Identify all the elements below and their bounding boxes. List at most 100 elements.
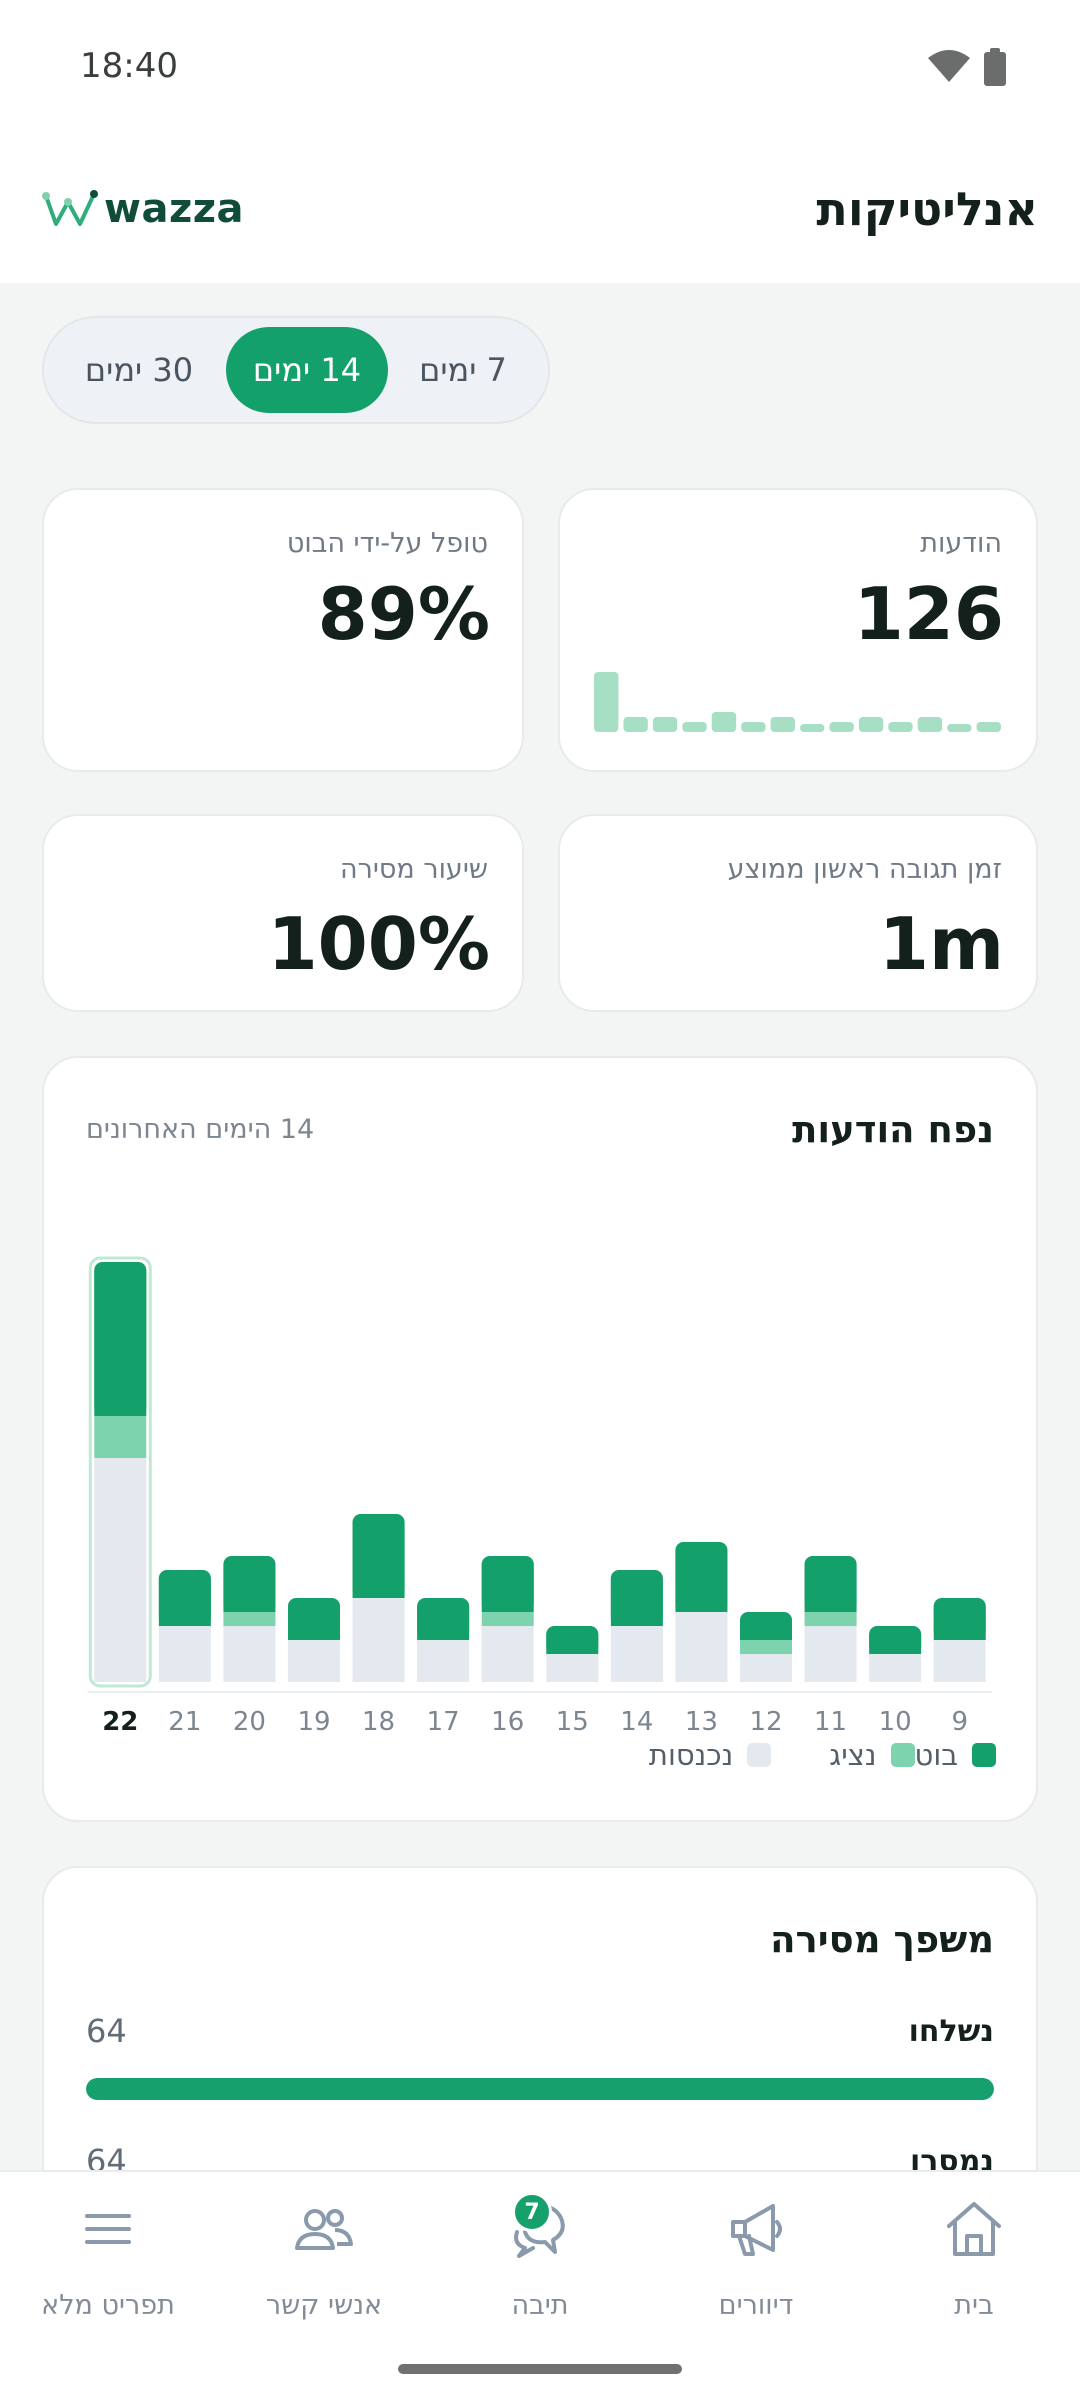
bar-segment-fill (933, 1606, 986, 1640)
sparkline-bar (770, 717, 795, 732)
x-tick-label: 16 (491, 1707, 524, 1737)
bar-segment[interactable] (546, 1654, 599, 1682)
stat-label-first-response: זמן תגובה ראשון ממוצע (727, 854, 1002, 885)
bar-segment[interactable] (288, 1640, 340, 1682)
bar-segment[interactable] (804, 1612, 857, 1626)
sparkline-bar (682, 722, 707, 732)
logo-text: wazza (104, 186, 244, 232)
status-time: 18:40 (80, 46, 178, 86)
bar-segment[interactable] (610, 1626, 663, 1682)
legend-item-incoming: נכנסות (649, 1738, 772, 1772)
bar-segment[interactable] (94, 1458, 147, 1682)
sparkline-bar (800, 724, 825, 732)
x-tick-label: 15 (556, 1707, 589, 1737)
bar-segment[interactable] (933, 1640, 986, 1682)
bar-segment[interactable] (804, 1626, 857, 1682)
stat-card-first-response[interactable]: זמן תגובה ראשון ממוצע 1m (558, 814, 1038, 1012)
sparkline-bar (888, 722, 913, 732)
nav-broadcasts[interactable]: דיוורים (656, 2198, 856, 2321)
stat-label-bot-handled: טופל על-ידי הבוט (286, 528, 488, 559)
stat-label-delivery-rate: שיעור מסירה (339, 854, 488, 885)
legend-swatch-agent (890, 1743, 915, 1767)
x-tick-label: 22 (102, 1707, 138, 1737)
nav-inbox[interactable]: 7 תיבה (440, 2192, 640, 2321)
nav-contacts-label: אנשי קשר (265, 2290, 383, 2321)
nav-home-label: בית (954, 2290, 994, 2321)
bar-segment[interactable] (223, 1626, 276, 1682)
stat-value-first-response: 1m (878, 902, 1004, 986)
sparkline-bar (741, 722, 766, 732)
x-tick-label: 11 (814, 1707, 847, 1737)
bar-segment[interactable] (158, 1626, 211, 1682)
bottom-nav: בית דיוורים 7 תיבה אנשי קשר תפריט מלא (0, 2170, 1080, 2400)
home-icon (947, 2202, 1001, 2256)
stat-card-bot-handled[interactable]: טופל על-ידי הבוט 89% (42, 488, 524, 772)
bar-segment[interactable] (481, 1626, 534, 1682)
sparkline-bar (858, 717, 884, 732)
chart-subtitle: 14 הימים האחרונים (86, 1114, 315, 1145)
app-bar: wazza אנליטיקות (0, 140, 1080, 283)
tab-30-days[interactable]: 30 ימים (84, 351, 194, 389)
inbox-unread-badge: 7 (512, 2192, 552, 2232)
home-indicator (398, 2364, 682, 2374)
x-tick-label: 21 (168, 1707, 201, 1737)
stat-value-delivery-rate: 100% (267, 902, 490, 986)
sparkline-bar (829, 722, 854, 732)
x-tick-label: 13 (685, 1707, 718, 1737)
x-tick-label: 14 (620, 1707, 653, 1737)
bar-segment[interactable] (869, 1654, 922, 1682)
funnel-label-sent: נשלחו (908, 2014, 994, 2049)
nav-broadcasts-label: דיוורים (718, 2290, 794, 2321)
legend-label-bot: בוט (914, 1738, 958, 1772)
message-volume-chart: 22 21 20 19 18 17 16 15 14 13 12 11 10 9 (88, 1256, 992, 1737)
bar-segment-fill (417, 1606, 470, 1640)
bar-segment[interactable] (223, 1612, 276, 1626)
stat-card-messages[interactable]: הודעות 126 (558, 488, 1038, 772)
x-tick-label: 20 (233, 1707, 266, 1737)
bar-segment[interactable] (675, 1612, 728, 1682)
logo-mark-icon (42, 190, 98, 226)
people-icon (295, 2209, 353, 2250)
chart-title: נפח הודעות (792, 1108, 994, 1151)
x-tick-label: 19 (297, 1707, 330, 1737)
funnel-bar-sent (86, 2078, 994, 2100)
nav-contacts[interactable]: אנשי קשר (224, 2198, 424, 2321)
nav-home[interactable]: בית (874, 2198, 1074, 2321)
tab-14-days[interactable]: 14 ימים (226, 327, 388, 413)
bar-segment-fill (610, 1578, 663, 1626)
megaphone-icon (731, 2204, 782, 2256)
battery-icon (984, 48, 1006, 86)
legend-swatch-incoming (747, 1743, 772, 1767)
x-tick-label: 17 (427, 1707, 460, 1737)
bar-segment[interactable] (481, 1612, 534, 1626)
nav-menu[interactable]: תפריט מלא (8, 2198, 208, 2321)
sparkline-bar (594, 672, 619, 732)
messages-sparkline (594, 672, 1001, 732)
page-title: אנליטיקות (816, 182, 1038, 236)
chart-legend: בוט נציג נכנסות (591, 1738, 996, 1772)
x-tick-label: 10 (879, 1707, 912, 1737)
bar-segment[interactable] (417, 1640, 470, 1682)
sparkline-bar (947, 724, 972, 732)
hamburger-icon (85, 2214, 131, 2244)
tab-7-days[interactable]: 7 ימים (419, 351, 507, 389)
legend-label-agent: נציג (829, 1738, 877, 1772)
x-tick-label: 9 (951, 1707, 968, 1737)
bar-segment[interactable] (740, 1640, 792, 1654)
funnel-bar-sent-fill (86, 2078, 994, 2100)
x-tick-label: 12 (749, 1707, 782, 1737)
stat-card-delivery-rate[interactable]: שיעור מסירה 100% (42, 814, 524, 1012)
bar-segment-fill (223, 1564, 276, 1612)
bar-segment[interactable] (740, 1654, 792, 1682)
bar-segment-fill (481, 1564, 534, 1612)
status-bar: 18:40 (0, 0, 1080, 140)
bar-segment[interactable] (94, 1416, 147, 1458)
legend-swatch-bot (972, 1743, 996, 1767)
bar-segment[interactable] (352, 1598, 405, 1682)
stat-value-bot-handled: 89% (317, 572, 490, 656)
nav-inbox-label: תיבה (511, 2290, 569, 2321)
bar-segment-fill (352, 1522, 405, 1598)
sparkline-bar (652, 717, 678, 732)
bar-segment-fill (740, 1620, 792, 1640)
sparkline-bar (711, 712, 737, 732)
